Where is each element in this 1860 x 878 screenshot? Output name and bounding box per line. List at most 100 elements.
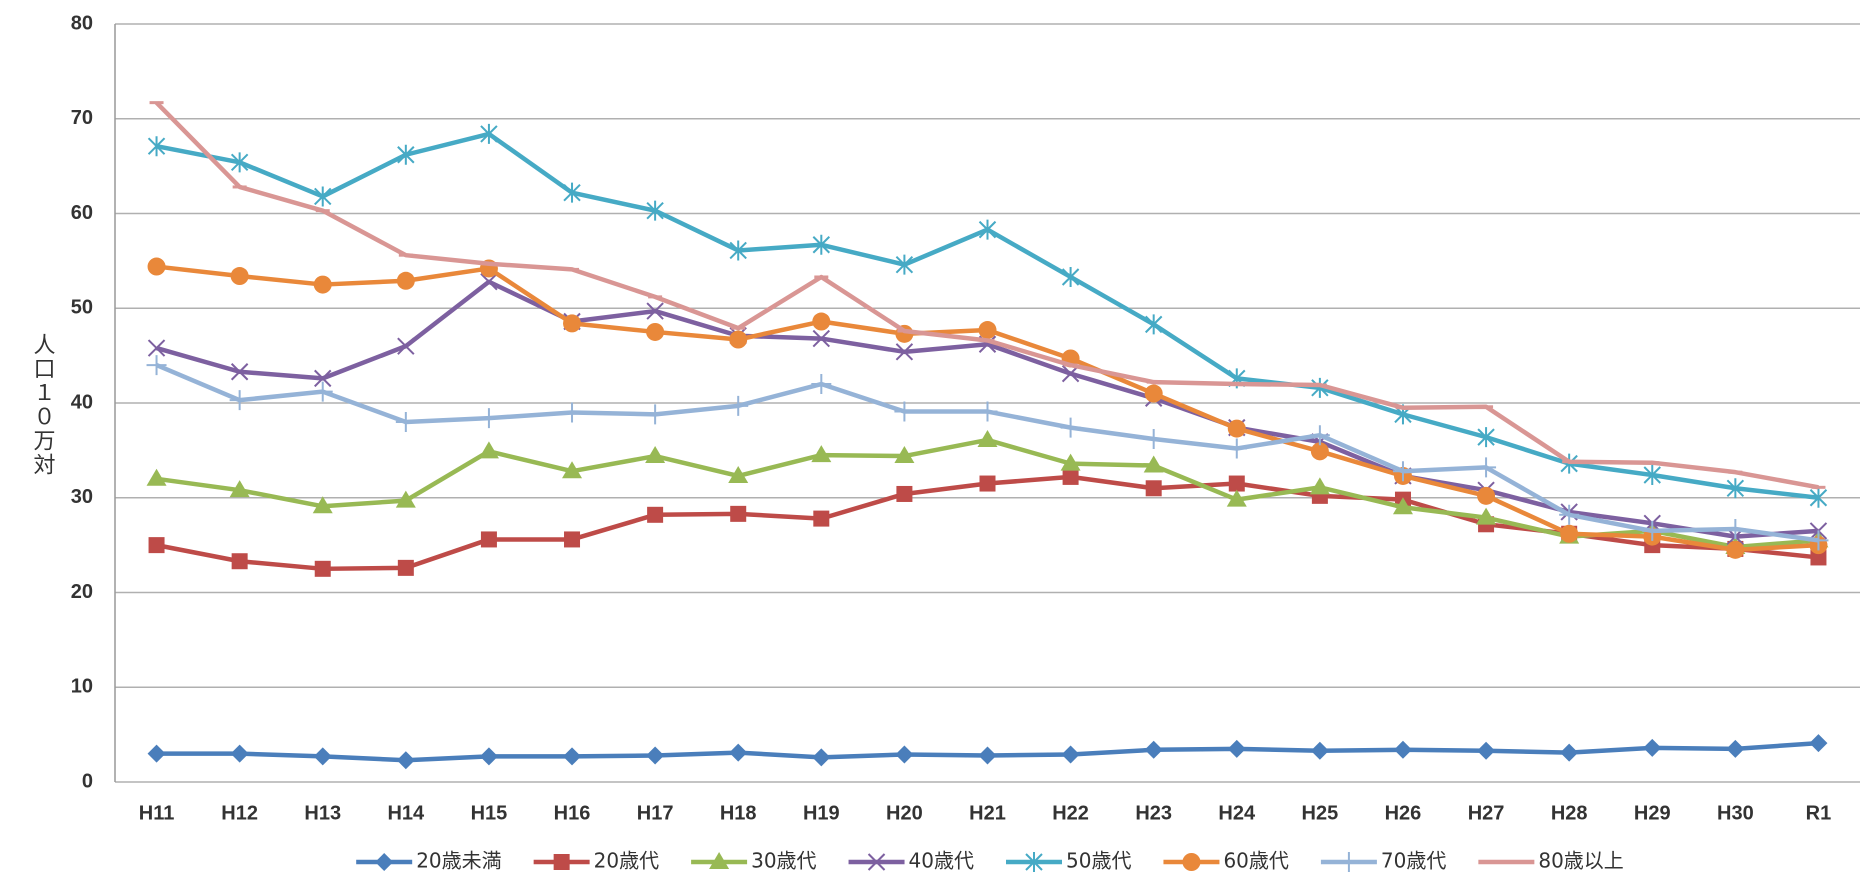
marker <box>1144 314 1163 335</box>
marker <box>1227 419 1246 438</box>
marker <box>147 257 166 276</box>
marker <box>978 219 997 240</box>
marker <box>895 254 914 275</box>
marker <box>397 559 414 576</box>
marker <box>478 408 499 429</box>
marker <box>1062 468 1079 485</box>
marker <box>1144 740 1163 759</box>
marker <box>1809 734 1828 753</box>
marker <box>896 485 913 502</box>
marker <box>230 152 249 173</box>
marker <box>1309 425 1330 446</box>
marker <box>1476 457 1497 478</box>
marker <box>231 553 248 570</box>
marker <box>562 402 583 423</box>
marker <box>1338 852 1359 872</box>
marker <box>312 496 333 514</box>
marker <box>1393 740 1412 759</box>
x-tick-label: H25 <box>1302 802 1339 824</box>
marker <box>1559 504 1580 525</box>
y-tick-label: 20 <box>71 581 93 603</box>
legend-label: 50歳代 <box>1066 849 1131 873</box>
marker <box>478 441 499 459</box>
marker <box>1061 266 1080 287</box>
y-axis-label: 人口１０万対 <box>30 333 56 477</box>
x-tick-label: H15 <box>471 802 508 824</box>
marker <box>395 490 416 508</box>
marker <box>646 200 664 221</box>
marker <box>563 314 582 333</box>
marker <box>978 746 997 765</box>
x-tick-label: H14 <box>387 802 425 824</box>
x-tick-label: H22 <box>1052 802 1089 824</box>
marker <box>1477 486 1496 505</box>
marker <box>1642 520 1663 541</box>
marker <box>812 748 831 767</box>
marker <box>553 854 570 870</box>
series <box>147 123 1828 508</box>
marker <box>147 136 166 157</box>
marker <box>728 465 749 483</box>
marker <box>1726 739 1745 758</box>
marker <box>314 369 332 388</box>
marker <box>397 144 415 165</box>
marker <box>312 381 333 402</box>
marker <box>479 747 498 766</box>
marker <box>480 273 498 291</box>
y-tick-label: 70 <box>71 107 93 129</box>
marker <box>230 363 249 381</box>
marker <box>1145 480 1162 497</box>
marker <box>147 339 166 357</box>
x-tick-label: H18 <box>720 802 757 824</box>
marker <box>146 355 167 376</box>
marker <box>1226 489 1247 507</box>
marker <box>1726 478 1745 499</box>
marker <box>396 271 415 290</box>
marker <box>729 330 748 349</box>
x-tick-label: H28 <box>1551 802 1588 824</box>
x-tick-label: H23 <box>1135 802 1172 824</box>
x-tick-label: R1 <box>1806 802 1832 824</box>
y-tick-label: 50 <box>71 297 93 319</box>
y-tick-label: 60 <box>71 202 93 224</box>
legend-label: 30歳代 <box>751 849 816 873</box>
marker <box>646 322 665 341</box>
marker <box>230 267 249 286</box>
marker <box>1726 540 1745 559</box>
marker <box>1226 438 1247 459</box>
marker <box>375 853 394 871</box>
marker <box>894 446 915 464</box>
marker <box>1060 417 1081 438</box>
marker <box>1025 852 1043 872</box>
marker <box>562 461 583 479</box>
marker <box>1060 453 1081 471</box>
marker <box>313 747 332 766</box>
marker <box>729 743 748 762</box>
x-tick-label: H30 <box>1717 802 1754 824</box>
marker <box>730 505 747 522</box>
x-tick-label: H17 <box>637 802 674 824</box>
marker <box>1477 741 1496 760</box>
marker <box>867 853 886 871</box>
legend-label: 20歳代 <box>594 849 659 873</box>
marker <box>1476 507 1497 525</box>
legend-label: 20歳未満 <box>416 849 501 873</box>
marker <box>645 446 666 464</box>
marker <box>894 401 915 422</box>
y-tick-label: 30 <box>71 486 93 508</box>
x-tick-label: H19 <box>803 802 840 824</box>
series <box>147 734 1828 770</box>
marker <box>646 302 664 320</box>
marker <box>1310 741 1329 760</box>
y-tick-label: 80 <box>71 12 93 34</box>
x-tick-label: H26 <box>1385 802 1422 824</box>
marker <box>1143 455 1164 473</box>
x-tick-label: H12 <box>221 802 258 824</box>
legend-label: 80歳以上 <box>1538 849 1623 873</box>
marker <box>1061 745 1080 764</box>
x-tick-label: H24 <box>1218 802 1256 824</box>
marker <box>813 510 830 527</box>
x-tick-label: H20 <box>886 802 923 824</box>
marker <box>645 404 666 425</box>
